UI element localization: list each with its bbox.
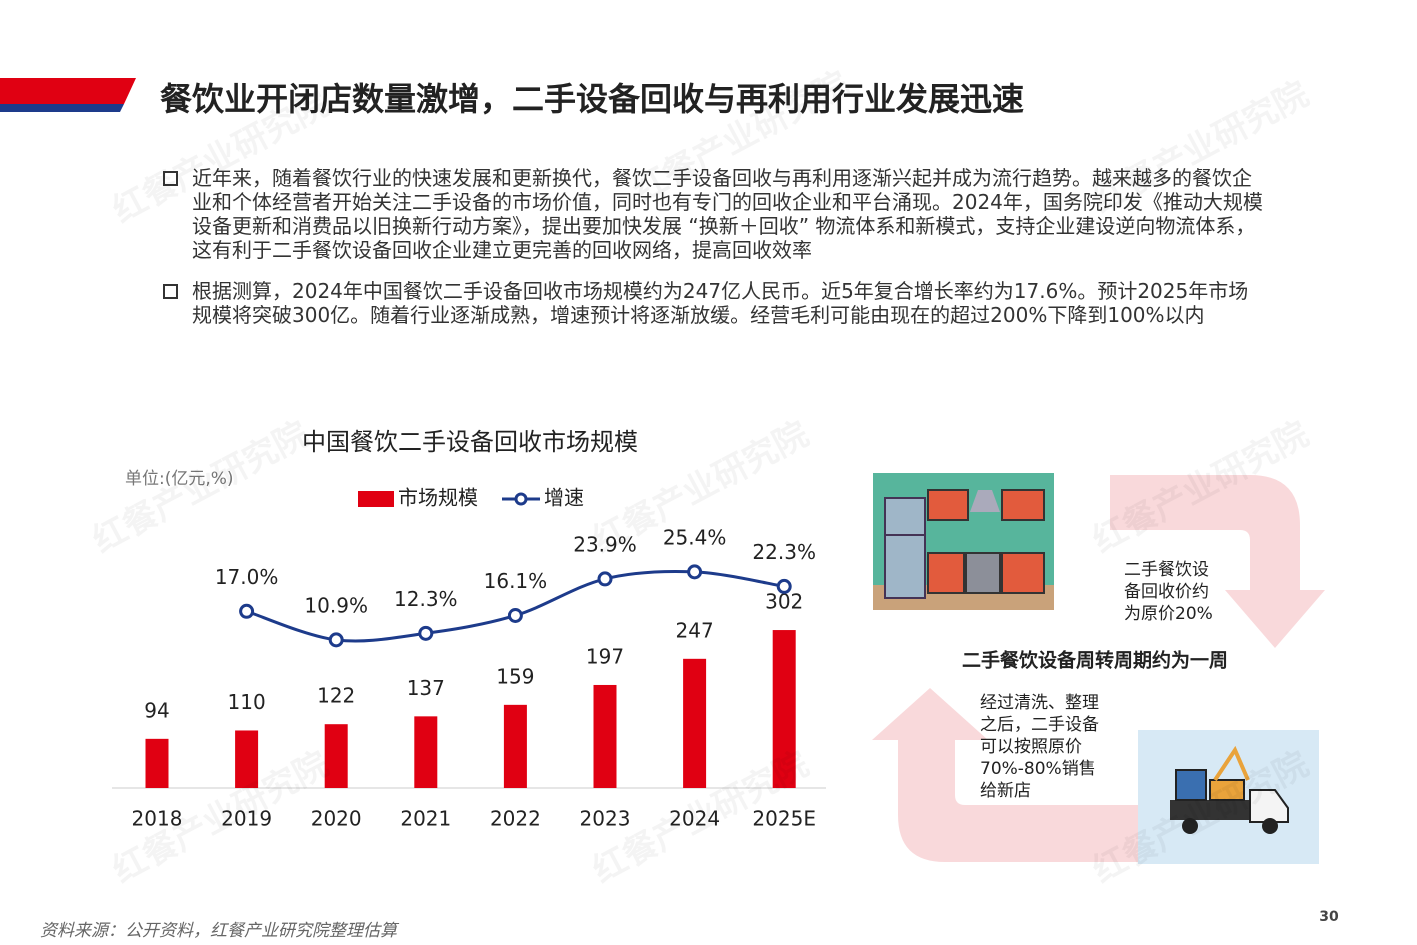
- bullet-icon: [163, 171, 178, 186]
- line-label: 17.0%: [215, 565, 279, 589]
- resale-note: 经过清洗、整理之后，二手设备可以按照原价70%-80%销售给新店: [980, 693, 1099, 801]
- bar: [772, 630, 796, 788]
- bullet-text: 根据测算，2024年中国餐饮二手设备回收市场规模约为247亿人民币。近5年复合增…: [192, 279, 1249, 327]
- bar: [324, 724, 348, 788]
- bar-label: 122: [317, 684, 355, 708]
- cycle-label: 二手餐饮设备周转周期约为一周: [962, 649, 1228, 672]
- line-point: [597, 571, 613, 587]
- line-point: [328, 632, 344, 648]
- x-tick-label: 2023: [580, 807, 631, 831]
- bar-label: 110: [228, 690, 266, 714]
- x-tick-label: 2025E: [752, 807, 816, 831]
- header-stripe: [0, 104, 124, 112]
- arrow: [1110, 475, 1325, 648]
- bar: [414, 716, 438, 788]
- price-note: 二手餐饮设备回收价约为原价20%: [1124, 560, 1213, 624]
- bullet-icon: [163, 284, 178, 299]
- source: 资料来源：公开资料，红餐产业研究院整理估算: [40, 921, 397, 941]
- line-label: 25.4%: [663, 525, 727, 549]
- legend-label: 增速: [544, 486, 584, 510]
- unit-label: 单位:(亿元,%): [125, 469, 234, 489]
- line-label: 22.3%: [752, 540, 816, 564]
- bar-label: 94: [144, 698, 169, 722]
- line-point: [687, 564, 703, 580]
- legend-swatch: [514, 492, 528, 506]
- page-number: 30: [1319, 909, 1339, 925]
- chart-title: 中国餐饮二手设备回收市场规模: [302, 428, 638, 456]
- x-tick-label: 2021: [400, 807, 451, 831]
- bar-label: 159: [496, 664, 534, 688]
- header-bar: [0, 78, 136, 104]
- bar: [503, 704, 527, 788]
- truck-image: [1138, 730, 1319, 864]
- bullet-text: 近年来，随着餐饮行业的快速发展和更新换代，餐饮二手设备回收与再利用逐渐兴起并成为…: [192, 166, 1263, 262]
- bar-label: 137: [407, 676, 445, 700]
- line-label: 23.9%: [573, 532, 637, 556]
- kitchen-image: [873, 473, 1054, 610]
- line-point: [507, 607, 523, 623]
- x-tick-label: 2020: [311, 807, 362, 831]
- bar-label: 247: [676, 618, 714, 642]
- x-tick-label: 2024: [669, 807, 720, 831]
- title: 餐饮业开闭店数量激增，二手设备回收与再利用行业发展迅速: [160, 80, 1025, 118]
- bar: [683, 658, 707, 788]
- legend-swatch: [358, 491, 394, 507]
- line-label: 16.1%: [484, 569, 548, 593]
- bar: [593, 684, 617, 788]
- line-point: [418, 625, 434, 641]
- line-label: 12.3%: [394, 587, 458, 611]
- bar: [145, 738, 169, 788]
- x-tick-label: 2018: [132, 807, 183, 831]
- bar-label: 197: [586, 644, 624, 668]
- x-tick-label: 2022: [490, 807, 541, 831]
- line-point: [239, 603, 255, 619]
- line-point: [776, 578, 792, 594]
- arrow: [872, 688, 1140, 862]
- line-label: 10.9%: [304, 593, 368, 617]
- bar: [235, 730, 259, 788]
- legend-label: 市场规模: [398, 486, 478, 510]
- x-tick-label: 2019: [221, 807, 272, 831]
